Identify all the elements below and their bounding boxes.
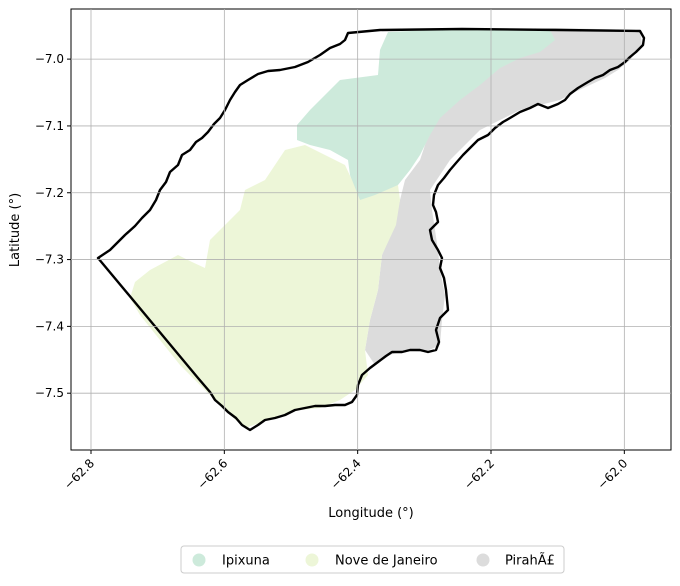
municipal-boundary xyxy=(96,27,646,432)
region-pirahan xyxy=(365,28,642,365)
x-tick-label: −62.8 xyxy=(61,456,97,492)
map-plot-area xyxy=(96,27,646,432)
legend-swatch xyxy=(305,553,319,567)
region-ipixuna xyxy=(297,29,555,205)
legend-swatch xyxy=(476,553,490,567)
grid-y xyxy=(71,58,671,394)
y-tick-label: −7.3 xyxy=(35,253,64,267)
y-tick-label: −7.4 xyxy=(35,319,64,333)
x-tick-label: −62.6 xyxy=(195,456,231,492)
legend-swatch xyxy=(192,553,206,567)
legend: Ipixuna Nove de Janeiro PirahÃ£ xyxy=(180,545,565,574)
x-axis-ticks: −62.8 −62.6 −62.4 −62.2 −62.0 xyxy=(61,450,630,492)
region-nove-de-janeiro xyxy=(130,145,400,428)
legend-items: Ipixuna Nove de Janeiro PirahÃ£ xyxy=(192,553,555,569)
x-tick-label: −62.0 xyxy=(595,456,631,492)
y-tick-label: −7.0 xyxy=(35,52,64,66)
legend-frame xyxy=(180,545,565,574)
grid-x xyxy=(90,9,625,450)
legend-label: PirahÃ£ xyxy=(505,553,555,569)
legend-label: Ipixuna xyxy=(222,554,270,569)
y-axis-label: Latitude (°) xyxy=(8,193,23,267)
y-tick-label: −7.2 xyxy=(35,186,64,200)
x-axis-label: Longitude (°) xyxy=(328,506,413,521)
y-tick-label: −7.5 xyxy=(35,386,64,400)
plot-frame xyxy=(70,8,672,451)
x-tick-label: −62.2 xyxy=(461,456,497,492)
x-tick-label: −62.4 xyxy=(328,456,364,492)
legend-label: Nove de Janeiro xyxy=(335,554,438,569)
y-axis-ticks: −7.0 −7.1 −7.2 −7.3 −7.4 −7.5 xyxy=(35,52,71,400)
y-tick-label: −7.1 xyxy=(35,119,64,133)
